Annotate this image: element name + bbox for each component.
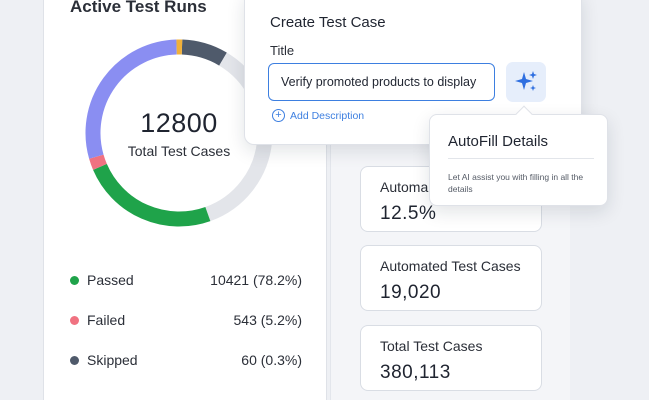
stat-label: Automa: [380, 179, 429, 195]
donut-center: 12800 Total Test Cases: [84, 38, 274, 228]
title-input[interactable]: [268, 63, 495, 101]
stat-label: Automated Test Cases: [380, 258, 521, 274]
legend-value: 10421 (78.2%): [210, 272, 302, 288]
legend-label: Failed: [87, 312, 126, 328]
stat-card-total-test-cases[interactable]: Total Test Cases 380,113: [360, 325, 542, 391]
passed-dot: [70, 275, 79, 285]
stat-label: Total Test Cases: [380, 338, 483, 354]
donut-segment-other: [85, 39, 177, 159]
legend-item-failed: Failed 543 (5.2%): [70, 310, 302, 330]
donut-segment-failed: [89, 154, 107, 170]
tooltip-title: AutoFill Details: [448, 133, 549, 150]
stat-card-automated-test-cases[interactable]: Automated Test Cases 19,020: [360, 245, 542, 311]
stat-value: 12.5%: [380, 203, 437, 224]
donut-segment-skipped: [181, 39, 227, 66]
tooltip-body: Let AI assist you with filling in all th…: [448, 172, 584, 194]
sparkles-icon: [515, 71, 537, 91]
donut-chart: 12800 Total Test Cases: [84, 38, 274, 228]
autofill-tooltip: AutoFill Details Let AI assist you with …: [429, 105, 608, 206]
stat-value: 19,020: [380, 282, 442, 303]
donut-total: 12800: [140, 107, 218, 138]
failed-dot: [70, 315, 79, 325]
skipped-dot: [70, 355, 79, 365]
legend-value: 60 (0.3%): [241, 352, 302, 368]
legend-label: Passed: [87, 272, 134, 288]
stat-value: 380,113: [380, 362, 451, 383]
legend-label: Skipped: [87, 352, 138, 368]
add-description-label: Add Description: [290, 109, 365, 122]
plus-circle-icon: +: [272, 109, 285, 122]
donut-total-label: Total Test Cases: [127, 142, 231, 159]
tooltip-divider: [448, 158, 594, 159]
legend-value: 543 (5.2%): [233, 312, 302, 328]
modal-title: Create Test Case: [270, 14, 386, 31]
donut-segment-passed: [93, 163, 211, 227]
title-field-label: Title: [270, 43, 295, 58]
legend-item-passed: Passed 10421 (78.2%): [70, 270, 302, 290]
runs-title: Active Test Runs: [70, 0, 207, 16]
ai-autofill-button[interactable]: [506, 62, 546, 102]
add-description-link[interactable]: + Add Description: [272, 109, 364, 122]
legend-item-skipped: Skipped 60 (0.3%): [70, 350, 302, 370]
